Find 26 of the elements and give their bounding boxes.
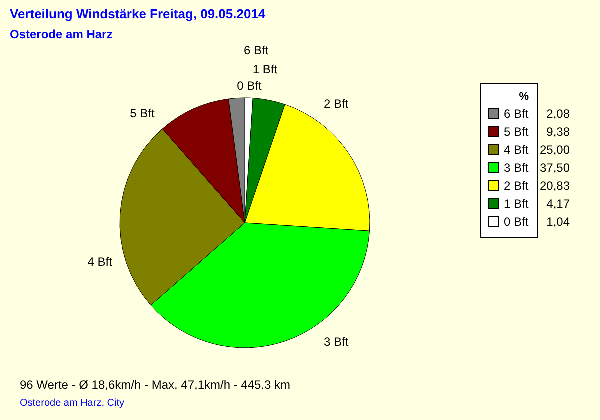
legend-label: 1 Bft (504, 197, 530, 211)
legend-label: 5 Bft (504, 125, 530, 139)
data-label: 2,08 (546, 107, 570, 121)
data-label: 4,17 (546, 197, 570, 211)
legend-title: % (519, 91, 530, 103)
chart-title: Verteilung Windstärke Freitag, 09.05.2014 (10, 6, 266, 22)
data-label: 25,00 (540, 143, 570, 157)
legend-label: 2 Bft (504, 179, 530, 193)
slice-label: 0 Bft (237, 79, 262, 94)
data-label: 1,04 (546, 215, 570, 229)
legend-label: 6 Bft (504, 107, 530, 121)
legend-label: 0 Bft (504, 215, 530, 229)
slice-label: 5 Bft (130, 106, 156, 121)
data-label: 37,50 (540, 161, 570, 175)
text: 96 Werte - Ø 18,6km/h - Max. 47,1km/h - 445.3 km (20, 378, 291, 392)
slice-label: 4 Bft (88, 254, 114, 269)
legend-label: 4 Bft (504, 143, 530, 157)
data-label: 9,38 (546, 125, 570, 139)
slice-label: 1 Bft (252, 62, 278, 76)
slice-label: 3 Bft (324, 334, 350, 349)
data-label: 20,83 (540, 179, 570, 193)
legend-label: 3 Bft (504, 161, 530, 175)
slice-label: 6 Bft (244, 43, 270, 58)
text: Osterode am Harz, City (20, 398, 126, 409)
slice-label: 2 Bft (324, 96, 350, 111)
chart-subtitle: Osterode am Harz (10, 27, 113, 42)
